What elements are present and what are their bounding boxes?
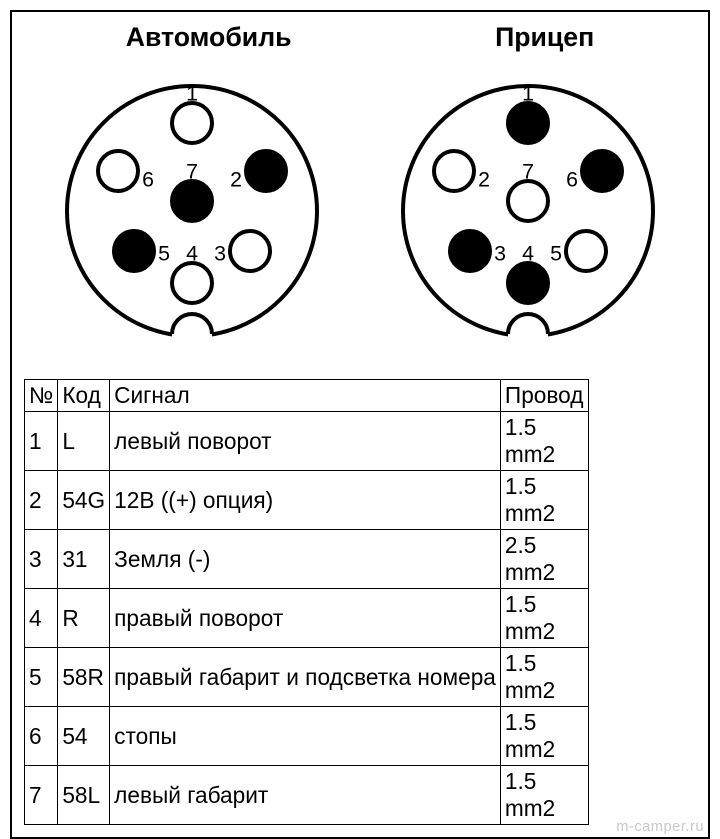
cell-code: 58L <box>58 766 110 825</box>
cell-num: 2 <box>25 471 58 530</box>
cell-code: 54 <box>58 707 110 766</box>
col-signal-header: Сигнал <box>110 380 501 412</box>
pin-label-4: 4 <box>522 242 534 266</box>
col-code-header: Код <box>58 380 110 412</box>
table-row: 558Rправый габарит и подсветка номера1.5… <box>25 648 589 707</box>
cell-signal: Земля (-) <box>110 530 501 589</box>
pin-label-7: 7 <box>186 160 198 184</box>
cell-code: 31 <box>58 530 110 589</box>
pin-4 <box>508 263 548 303</box>
pin-label-5: 5 <box>550 242 562 266</box>
table-row: 4Rправый поворот1.5 mm2 <box>25 589 589 648</box>
cell-num: 6 <box>25 707 58 766</box>
pin-5 <box>114 231 154 271</box>
cell-code: 54G <box>58 471 110 530</box>
cell-signal: 12В ((+) опция) <box>110 471 501 530</box>
pin-label-1: 1 <box>522 82 534 106</box>
cell-num: 4 <box>25 589 58 648</box>
diagram-frame: Автомобиль Прицеп 1234567 1234567 № Код … <box>10 10 710 839</box>
cell-wire: 1.5 mm2 <box>500 766 588 825</box>
cell-wire: 1.5 mm2 <box>500 471 588 530</box>
pin-7 <box>508 181 548 221</box>
pin-1 <box>508 103 548 143</box>
cell-code: 58R <box>58 648 110 707</box>
pin-label-6: 6 <box>142 168 154 192</box>
titles-row: Автомобиль Прицеп <box>24 22 696 53</box>
pin-6 <box>582 151 622 191</box>
pin-label-2: 2 <box>478 168 490 192</box>
cell-num: 5 <box>25 648 58 707</box>
connector-left: 1 2 345 6 7 <box>42 61 342 361</box>
pin-4 <box>172 263 212 303</box>
pinout-table: № Код Сигнал Провод 1Lлевый поворот1.5 m… <box>24 379 589 825</box>
table-header-row: № Код Сигнал Провод <box>25 380 589 412</box>
cell-code: L <box>58 412 110 471</box>
cell-num: 7 <box>25 766 58 825</box>
cell-signal: левый поворот <box>110 412 501 471</box>
cell-wire: 2.5 mm2 <box>500 530 588 589</box>
cell-wire: 1.5 mm2 <box>500 707 588 766</box>
title-left: Автомобиль <box>126 22 292 53</box>
table-row: 254G12В ((+) опция)1.5 mm2 <box>25 471 589 530</box>
pin-2 <box>246 151 286 191</box>
pin-label-3: 3 <box>214 242 226 266</box>
pin-label-1: 1 <box>186 82 198 106</box>
col-num-header: № <box>25 380 58 412</box>
pin-3 <box>230 231 270 271</box>
pin-5 <box>566 231 606 271</box>
table-row: 758Lлевый габарит1.5 mm2 <box>25 766 589 825</box>
cell-signal: правый поворот <box>110 589 501 648</box>
pin-label-3: 3 <box>494 242 506 266</box>
title-right: Прицеп <box>495 22 594 53</box>
pin-label-7: 7 <box>522 160 534 184</box>
cell-wire: 1.5 mm2 <box>500 648 588 707</box>
cell-num: 1 <box>25 412 58 471</box>
table-row: 654стопы1.5 mm2 <box>25 707 589 766</box>
connectors-row: 1234567 1234567 <box>24 61 696 361</box>
cell-wire: 1.5 mm2 <box>500 412 588 471</box>
pin-label-5: 5 <box>158 242 170 266</box>
cell-code: R <box>58 589 110 648</box>
pin-label-4: 4 <box>186 242 198 266</box>
connector-right: 1 2 345 6 7 <box>378 61 678 361</box>
pin-7 <box>172 181 212 221</box>
watermark: m-camper.ru <box>616 819 704 835</box>
pin-label-2: 2 <box>230 168 242 192</box>
cell-signal: левый габарит <box>110 766 501 825</box>
pin-1 <box>172 103 212 143</box>
table-row: 331Земля (-)2.5 mm2 <box>25 530 589 589</box>
table-row: 1Lлевый поворот1.5 mm2 <box>25 412 589 471</box>
pin-label-6: 6 <box>566 168 578 192</box>
cell-signal: стопы <box>110 707 501 766</box>
col-wire-header: Провод <box>500 380 588 412</box>
cell-wire: 1.5 mm2 <box>500 589 588 648</box>
pin-2 <box>434 151 474 191</box>
cell-signal: правый габарит и подсветка номера <box>110 648 501 707</box>
pin-6 <box>98 151 138 191</box>
cell-num: 3 <box>25 530 58 589</box>
pin-3 <box>450 231 490 271</box>
